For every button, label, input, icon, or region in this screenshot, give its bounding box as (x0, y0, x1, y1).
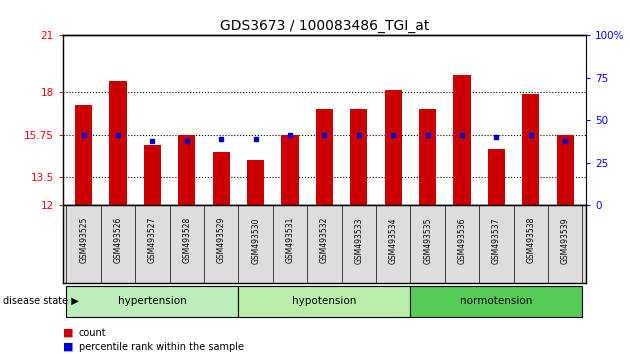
Bar (144, 145, 161, 205)
Text: GSM493526: GSM493526 (113, 217, 123, 263)
Text: GSM493533: GSM493533 (354, 217, 364, 263)
Bar (110, 81, 127, 205)
Text: GSM493534: GSM493534 (389, 217, 398, 263)
Bar (488, 149, 505, 205)
Text: GSM493527: GSM493527 (148, 217, 157, 263)
Text: ■: ■ (63, 328, 74, 338)
Title: GDS3673 / 100083486_TGI_at: GDS3673 / 100083486_TGI_at (220, 19, 429, 33)
Text: GSM493528: GSM493528 (182, 217, 192, 263)
Bar (178, 135, 195, 205)
Text: GSM493530: GSM493530 (251, 217, 260, 263)
Text: GSM493538: GSM493538 (526, 217, 536, 263)
Text: GSM493532: GSM493532 (320, 217, 329, 263)
Text: GSM493525: GSM493525 (79, 217, 88, 263)
Bar (419, 109, 436, 205)
Text: GSM493537: GSM493537 (492, 217, 501, 263)
Text: disease state ▶: disease state ▶ (3, 296, 79, 306)
Bar (213, 153, 230, 205)
Bar (522, 94, 539, 205)
Bar (385, 90, 402, 205)
Text: hypotension: hypotension (292, 296, 357, 306)
Bar (282, 135, 299, 205)
Text: GSM493535: GSM493535 (423, 217, 432, 263)
Text: GSM493531: GSM493531 (285, 217, 295, 263)
Text: hypertension: hypertension (118, 296, 187, 306)
Bar (557, 135, 574, 205)
FancyBboxPatch shape (411, 286, 583, 317)
Text: GSM493539: GSM493539 (561, 217, 570, 263)
Bar (454, 75, 471, 205)
Text: count: count (79, 328, 106, 338)
Text: percentile rank within the sample: percentile rank within the sample (79, 342, 244, 352)
Text: normotension: normotension (461, 296, 532, 306)
Bar (350, 109, 367, 205)
FancyBboxPatch shape (238, 286, 411, 317)
Text: GSM493529: GSM493529 (217, 217, 226, 263)
Bar (75, 105, 92, 205)
Bar (247, 160, 264, 205)
Bar (316, 109, 333, 205)
FancyBboxPatch shape (66, 286, 238, 317)
Text: GSM493536: GSM493536 (457, 217, 467, 263)
Text: ■: ■ (63, 342, 74, 352)
